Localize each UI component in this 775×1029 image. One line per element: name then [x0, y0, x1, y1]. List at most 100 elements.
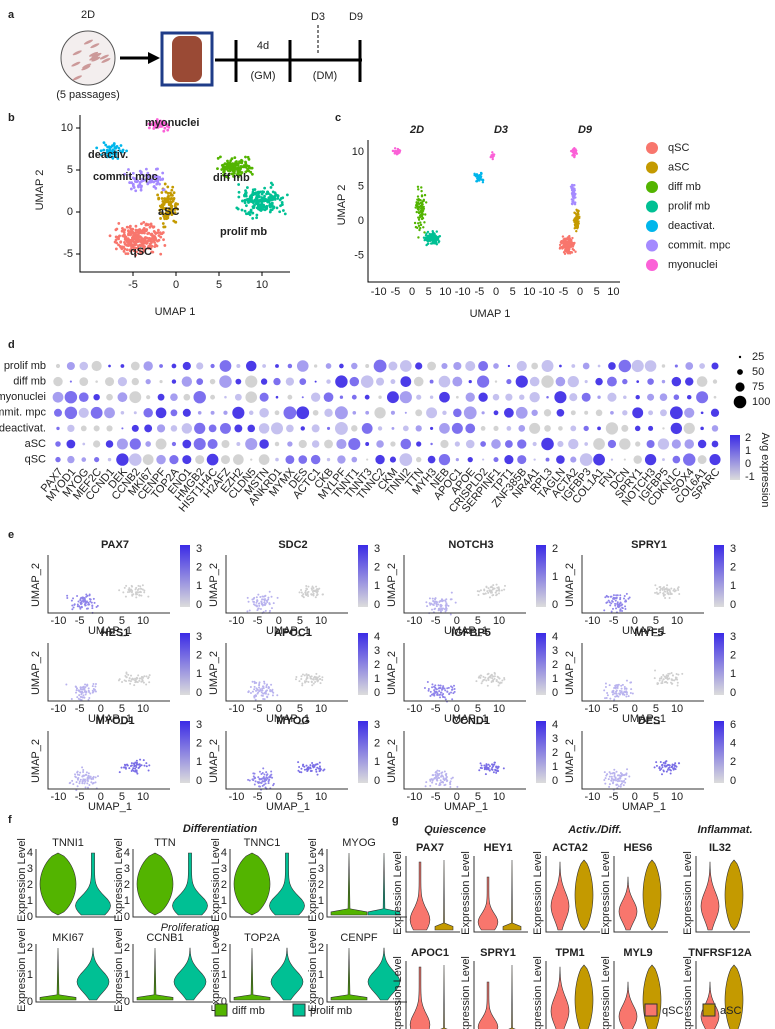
- cell-point: [428, 690, 430, 692]
- cell-point: [622, 684, 624, 686]
- cell-point: [433, 689, 435, 691]
- cell-point: [613, 594, 615, 596]
- expression-dot: [430, 395, 433, 398]
- cell-point: [481, 765, 483, 767]
- expression-dot: [662, 380, 665, 383]
- x-axis-label: UMAP_1: [622, 801, 666, 813]
- cell-point: [130, 589, 132, 591]
- expression-dot: [158, 394, 165, 401]
- cell-point: [314, 764, 316, 766]
- cell-point: [247, 156, 250, 159]
- cell-point: [260, 608, 262, 610]
- cell-point: [563, 241, 565, 243]
- cell-point: [440, 781, 442, 783]
- cell-point: [664, 597, 666, 599]
- color-tick-label: 1: [730, 580, 736, 592]
- expression-dot: [378, 426, 382, 430]
- cell-point: [621, 782, 623, 784]
- cell-point: [420, 186, 422, 188]
- expression-dot: [414, 377, 424, 387]
- x-tick-label: -5: [253, 791, 263, 803]
- y-axis-label: Expression Level: [392, 956, 404, 1029]
- expression-dot: [275, 410, 280, 415]
- cell-point: [439, 696, 441, 698]
- cell-point: [119, 771, 121, 773]
- cell-point: [498, 685, 500, 687]
- expression-dot: [684, 408, 694, 418]
- cell-point: [624, 691, 626, 693]
- color-tick-label: 4: [730, 738, 736, 750]
- cell-point: [436, 230, 438, 232]
- cell-point: [82, 769, 84, 771]
- cell-point: [231, 157, 234, 160]
- y-axis-label: UMAP_2: [208, 563, 220, 607]
- cell-point: [140, 591, 142, 593]
- expression-dot: [442, 411, 446, 415]
- cell-point: [149, 238, 152, 241]
- expression-dot: [324, 440, 333, 449]
- cell-point: [123, 231, 126, 234]
- expression-dot: [117, 438, 128, 449]
- row-label: prolif mb: [4, 360, 46, 372]
- cell-point: [665, 761, 667, 763]
- expression-dot: [56, 427, 59, 430]
- cell-point: [490, 586, 492, 588]
- expression-dot: [390, 441, 395, 446]
- legend-swatch: [293, 1004, 305, 1016]
- cell-point: [659, 769, 661, 771]
- expression-dot: [210, 364, 214, 368]
- expression-dot: [427, 362, 436, 371]
- y-axis-label: UMAP 2: [336, 185, 348, 226]
- cell-point: [671, 593, 673, 595]
- expression-dot: [121, 364, 125, 368]
- cell-point: [159, 253, 162, 256]
- cell-point: [421, 200, 423, 202]
- cell-point: [219, 155, 222, 158]
- violin: [478, 877, 498, 930]
- cluster-label: prolif mb: [220, 226, 267, 238]
- cell-point: [301, 591, 303, 593]
- expression-dot: [143, 361, 152, 370]
- cell-point: [478, 769, 480, 771]
- gene-title: HEY1: [484, 842, 513, 854]
- cell-point: [274, 191, 277, 194]
- expression-dot: [495, 380, 497, 382]
- color-bar: [536, 545, 546, 607]
- cell-point: [654, 677, 656, 679]
- expression-dot: [388, 362, 397, 371]
- violin: [75, 853, 110, 915]
- cell-point: [567, 238, 569, 240]
- size-key: [739, 356, 741, 358]
- cell-point: [138, 763, 140, 765]
- x-tick-label: -5: [431, 703, 441, 715]
- expression-dot: [636, 395, 640, 399]
- cell-point: [252, 681, 254, 683]
- color-tick-label: 0: [196, 687, 202, 699]
- cell-point: [154, 187, 157, 190]
- cell-point: [622, 692, 624, 694]
- cell-point: [606, 692, 608, 694]
- expression-dot: [236, 364, 240, 368]
- cell-point: [123, 250, 126, 253]
- cell-point: [450, 598, 452, 600]
- cell-point: [495, 592, 497, 594]
- expression-dot: [714, 396, 717, 399]
- expression-dot: [299, 378, 306, 385]
- expression-dot: [439, 423, 450, 434]
- cell-point: [161, 197, 164, 200]
- cell-point: [89, 598, 91, 600]
- cell-point: [425, 201, 427, 203]
- expression-dot: [494, 410, 499, 415]
- cell-point: [416, 211, 418, 213]
- color-tick-label: 2: [374, 562, 380, 574]
- cell-point: [307, 681, 309, 683]
- cell-point: [669, 767, 671, 769]
- cell-point: [423, 236, 425, 238]
- color-tick-label: 2: [374, 659, 380, 671]
- cell-point: [304, 769, 306, 771]
- cell-point: [425, 237, 427, 239]
- cell-point: [432, 774, 434, 776]
- expression-dot: [647, 378, 654, 385]
- y-axis-label: Expression Level: [210, 838, 222, 922]
- cell-point: [661, 676, 663, 678]
